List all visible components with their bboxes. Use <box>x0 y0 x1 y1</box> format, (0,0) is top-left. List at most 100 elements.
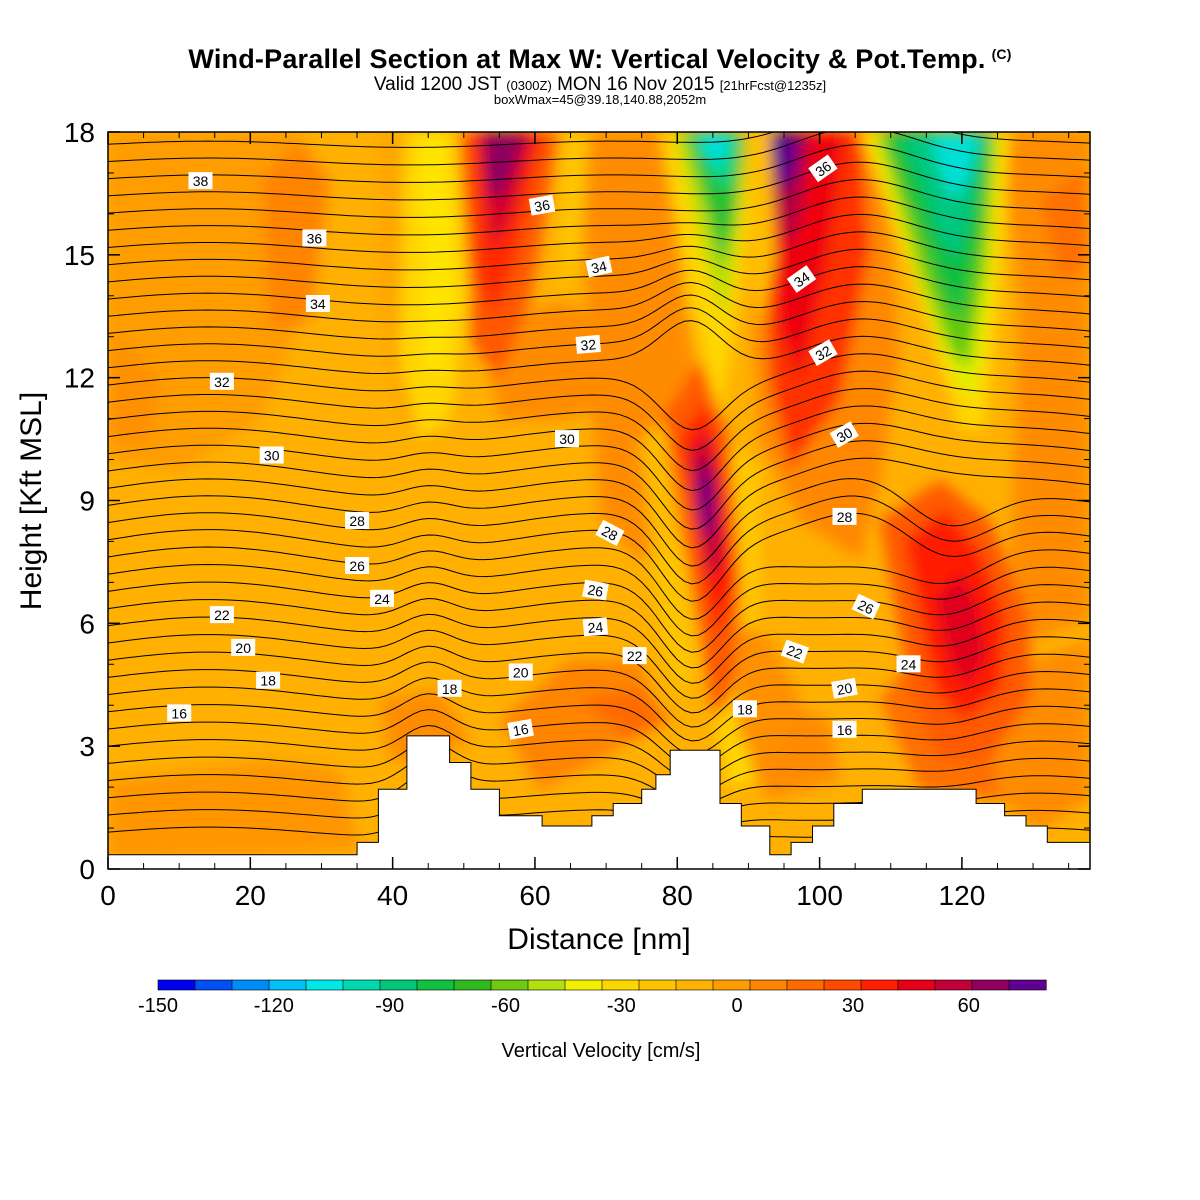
contour-label: 32 <box>575 334 601 354</box>
contour-label: 34 <box>786 265 817 293</box>
isentrope-line <box>108 370 1090 451</box>
contour-label-text: 16 <box>837 722 853 738</box>
contour-label: 20 <box>831 677 858 699</box>
contour-label: 38 <box>188 172 213 190</box>
contour-label-text: 30 <box>264 448 280 464</box>
isentrope-line <box>108 645 1090 714</box>
contour-label: 24 <box>582 617 609 637</box>
isentrope-line <box>108 677 1090 742</box>
isentrope-line <box>108 693 1090 755</box>
x-tick-label: 20 <box>235 880 266 911</box>
colorbar-label: Vertical Velocity [cm/s] <box>502 1040 701 1062</box>
chart-title: Wind-Parallel Section at Max W: Vertical… <box>0 44 1200 75</box>
x-tick-label: 0 <box>100 880 116 911</box>
isentrope-line <box>108 248 1090 289</box>
contour-label: 26 <box>851 593 881 620</box>
isentrope-line <box>108 388 1090 472</box>
contour-label: 34 <box>585 255 613 278</box>
contour-label-text: 16 <box>512 721 530 739</box>
contour-label: 30 <box>829 421 859 448</box>
valid-date: MON 16 Nov 2015 <box>557 74 715 95</box>
colorbar-tick-label: -90 <box>375 995 404 1017</box>
contour-label: 28 <box>595 519 625 546</box>
copyright-mark: (C) <box>991 46 1012 62</box>
contour-label: 22 <box>209 606 234 624</box>
chart-title-text: Wind-Parallel Section at Max W: Vertical… <box>188 44 986 74</box>
isentrope-line <box>108 93 1090 130</box>
contour-label: 16 <box>832 720 857 738</box>
x-tick-label: 80 <box>662 880 693 911</box>
x-tick-label: 100 <box>796 880 843 911</box>
contour-label-text: 20 <box>235 640 251 656</box>
y-tick-label: 12 <box>64 363 95 394</box>
colorbar-swatch <box>416 979 455 991</box>
isentrope-line <box>108 281 1090 323</box>
isentrope-line <box>108 266 1090 306</box>
colorbar-swatch <box>490 979 529 991</box>
contour-label-text: 24 <box>587 619 604 636</box>
contour-label-text: 18 <box>260 673 276 689</box>
isentrope-line <box>108 546 1090 620</box>
contour-label: 22 <box>622 647 647 665</box>
contour-label: 34 <box>305 295 330 312</box>
contour-label-text: 18 <box>737 701 753 717</box>
isentrope-line <box>108 478 1090 567</box>
colorbar-ticks: -150 -120 -90 -60 -30 0 30 60 <box>138 995 980 1017</box>
contour-label-text: 18 <box>442 681 458 697</box>
colorbar-swatch <box>379 979 418 991</box>
isentrope-line <box>108 457 1090 549</box>
contour-label-text: 22 <box>785 642 805 662</box>
contour-label: 36 <box>528 194 556 216</box>
contour-label-text: 34 <box>590 258 609 277</box>
isentrope-line <box>108 756 1090 807</box>
contour-label: 36 <box>302 229 327 247</box>
colorbar-swatch <box>638 979 677 991</box>
isentrope-line <box>108 353 1090 431</box>
isentrope-line <box>108 144 1090 183</box>
contour-label-text: 20 <box>513 665 529 681</box>
isentrope-line <box>108 405 1090 492</box>
colorbar-swatch <box>786 979 825 991</box>
colorbar-tick-label: -60 <box>491 995 520 1017</box>
contour-label: 28 <box>832 507 857 525</box>
colorbar-swatch <box>749 979 788 991</box>
contour-label-text: 24 <box>901 656 917 672</box>
colorbar-swatch <box>564 979 603 991</box>
colorbar <box>157 979 1047 991</box>
contour-label-text: 26 <box>349 558 365 574</box>
isentrope-line <box>108 724 1090 782</box>
y-tick-label: 3 <box>79 731 95 762</box>
contour-label: 20 <box>508 663 533 681</box>
contour-label: 22 <box>780 639 810 664</box>
contour-label: 18 <box>256 671 281 689</box>
y-axis-label: Height [Kft MSL] <box>15 392 48 610</box>
valid-time: Valid 1200 JST <box>373 74 501 95</box>
isentrope-line <box>108 740 1090 794</box>
colorbar-swatch <box>157 979 196 991</box>
valid-utc: (0300Z) <box>506 78 552 93</box>
colorbar-swatch <box>305 979 344 991</box>
colorbar-swatch <box>268 979 307 991</box>
y-tick-label: 6 <box>79 608 95 639</box>
contour-label: 36 <box>808 154 838 183</box>
isentrope-line <box>108 563 1090 637</box>
contour-label: 24 <box>896 655 921 673</box>
isentrope-line <box>108 132 1090 166</box>
colorbar-tick-label: -120 <box>254 995 294 1017</box>
y-tick-label: 18 <box>64 117 95 148</box>
isentrope-line <box>108 294 1090 340</box>
contour-label: 18 <box>437 679 462 697</box>
contour-label: 26 <box>582 579 609 601</box>
contour-label-text: 32 <box>214 374 230 390</box>
contour-label-text: 34 <box>310 296 326 312</box>
colorbar-tick-label: 60 <box>958 995 980 1017</box>
isentrope-line <box>108 597 1090 669</box>
forecast-info: [21hrFcst@1235z] <box>719 78 827 93</box>
terrain-mask <box>107 735 1091 870</box>
contour-label-text: 28 <box>599 523 620 545</box>
contour-label: 20 <box>231 638 256 656</box>
contour-label: 32 <box>209 372 234 390</box>
isentrope-line <box>108 629 1090 699</box>
x-axis-label: Distance [nm] <box>507 923 690 956</box>
